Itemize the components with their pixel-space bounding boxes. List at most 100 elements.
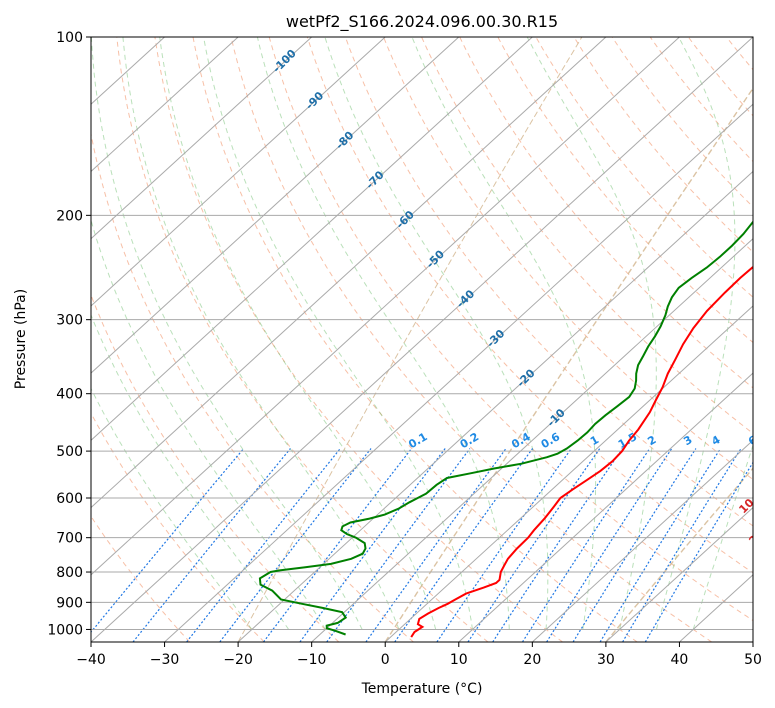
reference-curve — [237, 37, 583, 642]
mixing-ratio-label: 0.1 — [406, 430, 429, 451]
mixing-ratio-line — [436, 448, 572, 642]
dry-adiabat-line — [91, 515, 191, 642]
dry-adiabat-line — [91, 293, 340, 642]
isotherm-line — [237, 170, 753, 642]
dry-adiabat-line — [459, 37, 753, 389]
moist-adiabat-line — [91, 313, 290, 630]
isotherm-line — [91, 37, 386, 307]
mixing-ratio-label: 0.4 — [509, 430, 533, 451]
moist-adiabat-label: 20 — [746, 527, 766, 547]
mixing-ratio-line — [394, 448, 534, 642]
isotherm-line — [311, 237, 753, 642]
x-tick-label: 50 — [744, 652, 762, 668]
dry-adiabat-line — [116, 37, 489, 642]
profile-series — [258, 220, 753, 638]
moist-adiabat-line — [203, 37, 473, 630]
plot-frame — [90, 36, 754, 643]
isotherm-line — [531, 439, 753, 642]
isotherm-line — [384, 305, 753, 642]
dry-adiabat-line — [154, 37, 563, 642]
isotherm-line — [91, 37, 607, 509]
x-tick-label: 40 — [671, 652, 689, 668]
reference-curve — [605, 467, 753, 642]
dry-adiabat-line — [91, 412, 265, 642]
isotherm-line — [91, 37, 533, 442]
mixing-ratio-label: 4 — [709, 433, 722, 448]
dry-adiabat-line — [535, 37, 753, 298]
profile-line — [258, 220, 753, 636]
mixing-ratio-line — [492, 448, 623, 642]
mixing-ratio-line — [546, 448, 673, 642]
y-tick-label: 600 — [56, 491, 83, 507]
mixing-ratio-label: 3 — [681, 433, 694, 448]
x-tick-label: −30 — [150, 652, 180, 668]
dry-adiabat-line — [230, 37, 713, 642]
isotherm-line — [91, 37, 239, 173]
moist-adiabat-line — [159, 37, 437, 630]
y-axis-title: Pressure (hPa) — [13, 289, 29, 389]
moist-adiabat-line — [411, 37, 597, 630]
dry-adiabat-line — [497, 37, 753, 344]
dry-adiabat-line — [192, 37, 638, 642]
x-tick-label: 30 — [597, 652, 615, 668]
x-tick-label: 20 — [523, 652, 541, 668]
moist-adiabat-line — [91, 218, 326, 630]
y-tick-label: 200 — [56, 208, 83, 224]
moist-adiabat-label: 40 — [770, 586, 775, 606]
mixing-ratio-line — [132, 448, 291, 642]
y-tick-label: 400 — [56, 387, 83, 403]
mixing-ratio-line — [299, 448, 446, 642]
dry-adiabat-line — [573, 37, 753, 253]
mixing-ratio-label: 0.6 — [539, 430, 563, 451]
isotherm-line — [91, 37, 753, 642]
moist-adiabat-label: 0 — [752, 453, 767, 468]
dry-adiabat-line — [306, 37, 753, 574]
x-axis: −40 −30 −20 −10 0 10 20 30 40 50 — [76, 642, 762, 668]
mixing-ratio-line — [263, 448, 412, 642]
y-tick-label: 100 — [56, 30, 83, 46]
isotherm-line — [91, 37, 680, 576]
dry-adiabat-line — [611, 37, 753, 208]
x-tick-label: −40 — [76, 652, 106, 668]
mixing-ratio-line — [572, 448, 697, 642]
y-tick-label: 1000 — [47, 622, 83, 638]
y-tick-label: 700 — [56, 531, 83, 547]
mixing-ratio-label: 6 — [746, 433, 759, 448]
y-tick-label: 300 — [56, 313, 83, 329]
grid-lines — [91, 37, 753, 642]
profile-line — [410, 265, 753, 638]
mixing-ratio-label: 0.2 — [458, 430, 481, 451]
moist-adiabat-line — [91, 37, 363, 630]
isotherm-line — [752, 641, 753, 642]
moist-adiabat-label: 30 — [760, 555, 775, 575]
moist-adiabat-line — [526, 37, 657, 630]
dry-adiabat-line — [344, 37, 753, 527]
isotherm-line — [458, 372, 753, 642]
dry-adiabat-line — [649, 37, 753, 163]
isotherm-label: -100 — [270, 47, 299, 76]
isotherm-line — [91, 37, 313, 240]
y-tick-label: 800 — [56, 565, 83, 581]
moist-adiabat-line — [91, 387, 253, 630]
dry-adiabat-line — [765, 37, 775, 642]
isotherm-line — [91, 37, 460, 374]
dry-adiabat-line — [687, 37, 753, 117]
mixing-ratio-label: 2 — [645, 433, 658, 448]
moist-adiabat-label: 10 — [736, 496, 756, 516]
mixing-ratio-line — [365, 448, 507, 642]
isotherm-line — [605, 506, 753, 642]
reference-curve — [384, 87, 753, 642]
y-axis: 100 200 300 400 500 600 700 800 900 1000 — [47, 30, 91, 638]
mixing-ratio-line — [186, 448, 341, 642]
dry-adiabat-line — [726, 37, 753, 71]
y-tick-label: 500 — [56, 444, 83, 460]
mixing-ratio-line — [599, 448, 722, 642]
x-tick-label: 0 — [381, 652, 390, 668]
mixing-ratio-line — [521, 448, 651, 642]
mixing-ratio-line — [644, 461, 753, 642]
mixing-ratio-line — [219, 448, 372, 642]
reference-line-labels: -100-90-80-70-60-50-40-30-20-100.1 0.2 0.4… — [270, 47, 775, 606]
isotherm-line — [164, 103, 753, 642]
y-tick-label: 900 — [56, 595, 83, 611]
